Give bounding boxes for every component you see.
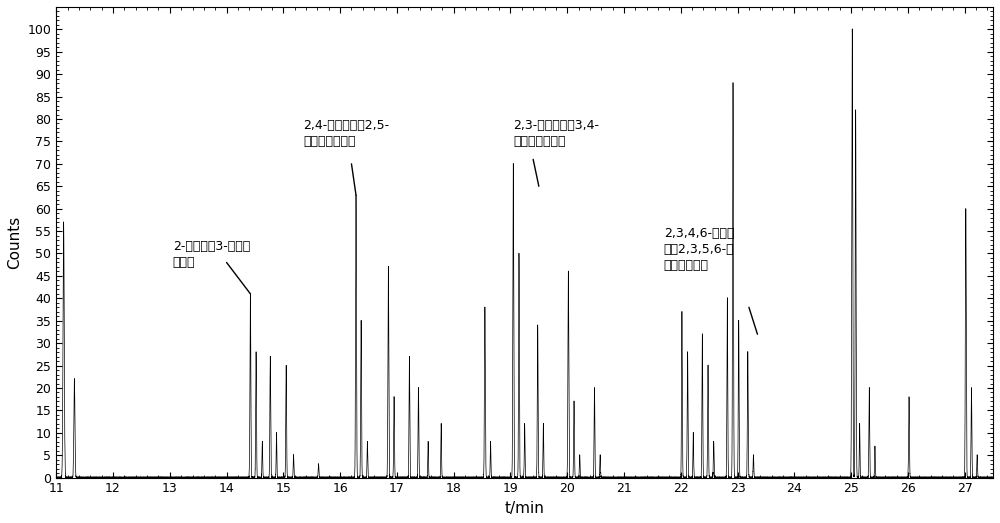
Text: 2,3-二氯甲苯、3,4-
二氯甲苯未分开: 2,3-二氯甲苯、3,4- 二氯甲苯未分开 (513, 119, 599, 148)
Y-axis label: Counts: Counts (7, 215, 22, 269)
Text: 2,4-二氯甲苯、2,5-
二氯甲苯未分开: 2,4-二氯甲苯、2,5- 二氯甲苯未分开 (303, 119, 389, 148)
Text: 2,3,4,6-四氯甲
苯、2,3,5,6-四
氯甲苯未分开: 2,3,4,6-四氯甲 苯、2,3,5,6-四 氯甲苯未分开 (664, 226, 734, 271)
Text: 2-氯甲苯、3-氯甲苯
未分开: 2-氯甲苯、3-氯甲苯 未分开 (173, 240, 250, 269)
X-axis label: t/min: t/min (505, 501, 545, 516)
